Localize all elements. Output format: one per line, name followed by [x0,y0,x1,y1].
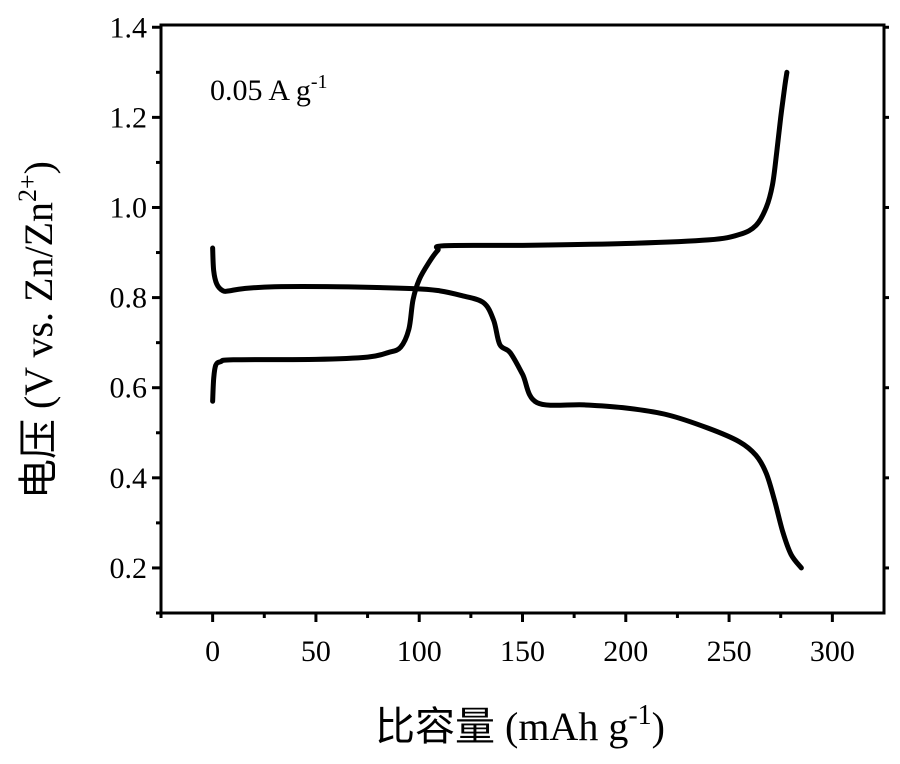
x-tick-label: 100 [397,635,442,668]
charge-curve [210,69,790,404]
y-tick-label: 1.4 [110,11,148,44]
annotation: 0.05 A g-1 [210,71,328,107]
x-tick-label: 50 [301,635,331,668]
y-tick-label: 1.0 [110,191,148,224]
x-axis-label: 比容量 (mAh g-1) [375,700,665,749]
x-tick-label: 150 [500,635,545,668]
x-tick-label: 250 [707,635,752,668]
x-tick-label: 200 [603,635,648,668]
plot-frame [159,23,886,615]
y-axis-label: 电压 (V vs. Zn/Zn2+) [13,161,61,499]
y-tick-label: 0.8 [110,282,148,315]
discharge-curve [210,245,804,571]
y-tick-label: 0.2 [110,552,148,585]
x-tick-label: 300 [810,635,855,668]
y-tick-label: 0.4 [110,462,148,495]
y-tick-label: 1.2 [110,101,148,134]
y-tick-label: 0.6 [110,372,148,405]
x-tick-label: 0 [205,635,220,668]
